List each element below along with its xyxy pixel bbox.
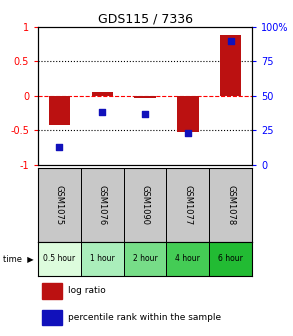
Point [57, 144, 62, 150]
Bar [209, 242, 252, 276]
Bar [38, 168, 81, 242]
Bar [209, 168, 252, 242]
Text: 1 hour: 1 hour [90, 254, 115, 263]
Bar [177, 96, 199, 132]
Bar [166, 242, 209, 276]
Bar [38, 242, 81, 276]
Point [228, 38, 233, 43]
Text: GSM1075: GSM1075 [55, 185, 64, 225]
Bar [42, 310, 62, 325]
Bar [81, 168, 124, 242]
Text: time  ▶: time ▶ [3, 254, 34, 263]
Text: 4 hour: 4 hour [176, 254, 200, 263]
Text: GSM1090: GSM1090 [141, 185, 149, 225]
Point [185, 130, 190, 136]
Text: GSM1078: GSM1078 [226, 185, 235, 225]
Bar [220, 35, 241, 96]
Bar [134, 96, 156, 98]
Text: 0.5 hour: 0.5 hour [43, 254, 76, 263]
Title: GDS115 / 7336: GDS115 / 7336 [98, 13, 193, 26]
Text: 6 hour: 6 hour [218, 254, 243, 263]
Text: percentile rank within the sample: percentile rank within the sample [68, 313, 221, 322]
Bar [49, 96, 70, 125]
Point [143, 111, 147, 116]
Bar [81, 242, 124, 276]
Bar [124, 168, 166, 242]
Bar [42, 283, 62, 298]
Text: 2 hour: 2 hour [133, 254, 157, 263]
Bar [91, 92, 113, 96]
Text: log ratio: log ratio [68, 287, 106, 295]
Text: GSM1076: GSM1076 [98, 185, 107, 225]
Text: GSM1077: GSM1077 [183, 185, 192, 225]
Bar [166, 168, 209, 242]
Point [100, 110, 105, 115]
Bar [124, 242, 166, 276]
